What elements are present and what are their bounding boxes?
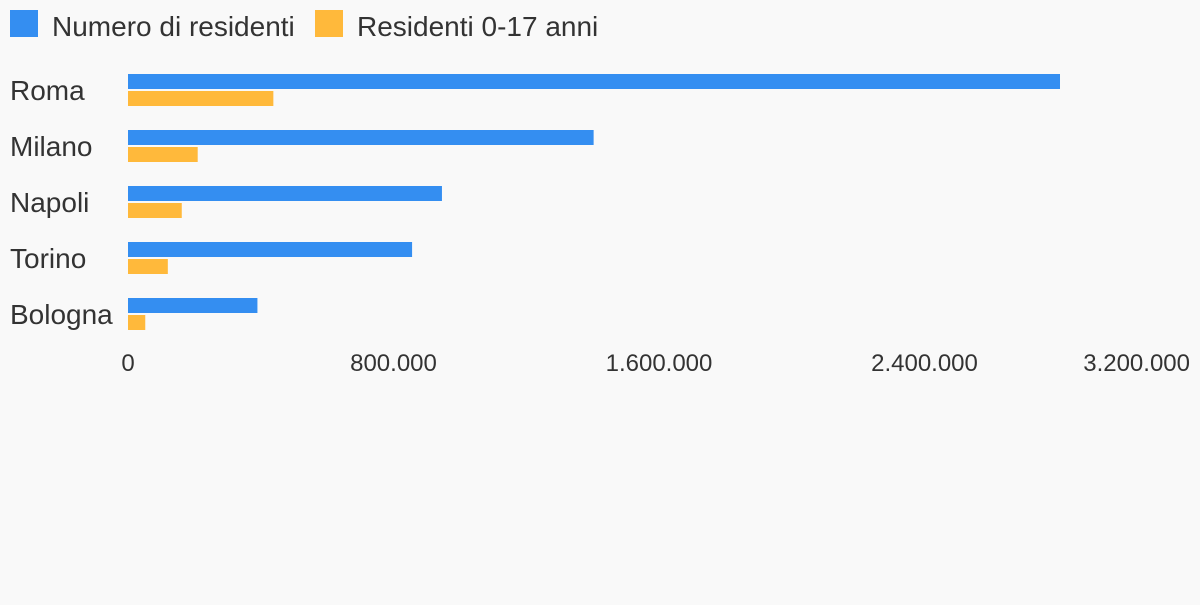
- x-tick-label: 3.200.000: [1083, 350, 1190, 377]
- bar-residenti-torino: [128, 242, 413, 257]
- bar-residenti-0-17-roma: [128, 91, 274, 106]
- legend-swatch-1: [10, 10, 38, 37]
- legend-swatch-2: [315, 10, 343, 37]
- bars: [128, 74, 1061, 330]
- category-label: Bologna: [10, 299, 113, 330]
- category-label: Torino: [10, 243, 86, 274]
- legend-label-2: Residenti 0-17 anni: [357, 11, 598, 42]
- x-tick-label: 1.600.000: [606, 350, 713, 377]
- category-label: Roma: [10, 75, 85, 106]
- legend-label-1: Numero di residenti: [52, 11, 295, 42]
- bar-residenti-napoli: [128, 186, 442, 201]
- bar-residenti-milano: [128, 130, 594, 145]
- bar-residenti-0-17-bologna: [128, 315, 146, 330]
- category-label: Milano: [10, 131, 92, 162]
- bar-residenti-0-17-napoli: [128, 203, 182, 218]
- bar-residenti-0-17-milano: [128, 147, 198, 162]
- x-tick-label: 800.000: [350, 350, 437, 377]
- bar-residenti-roma: [128, 74, 1061, 89]
- category-label: Napoli: [10, 187, 89, 218]
- x-axis-ticks: 0 800.000 1.600.000 2.400.000 3.200.000: [121, 350, 1190, 377]
- bar-residenti-bologna: [128, 298, 258, 313]
- x-tick-label: 2.400.000: [871, 350, 978, 377]
- bar-residenti-0-17-torino: [128, 259, 168, 274]
- x-tick-label: 0: [121, 350, 134, 377]
- category-labels: Roma Milano Napoli Torino Bologna: [10, 75, 113, 330]
- legend: Numero di residenti Residenti 0-17 anni: [10, 10, 598, 42]
